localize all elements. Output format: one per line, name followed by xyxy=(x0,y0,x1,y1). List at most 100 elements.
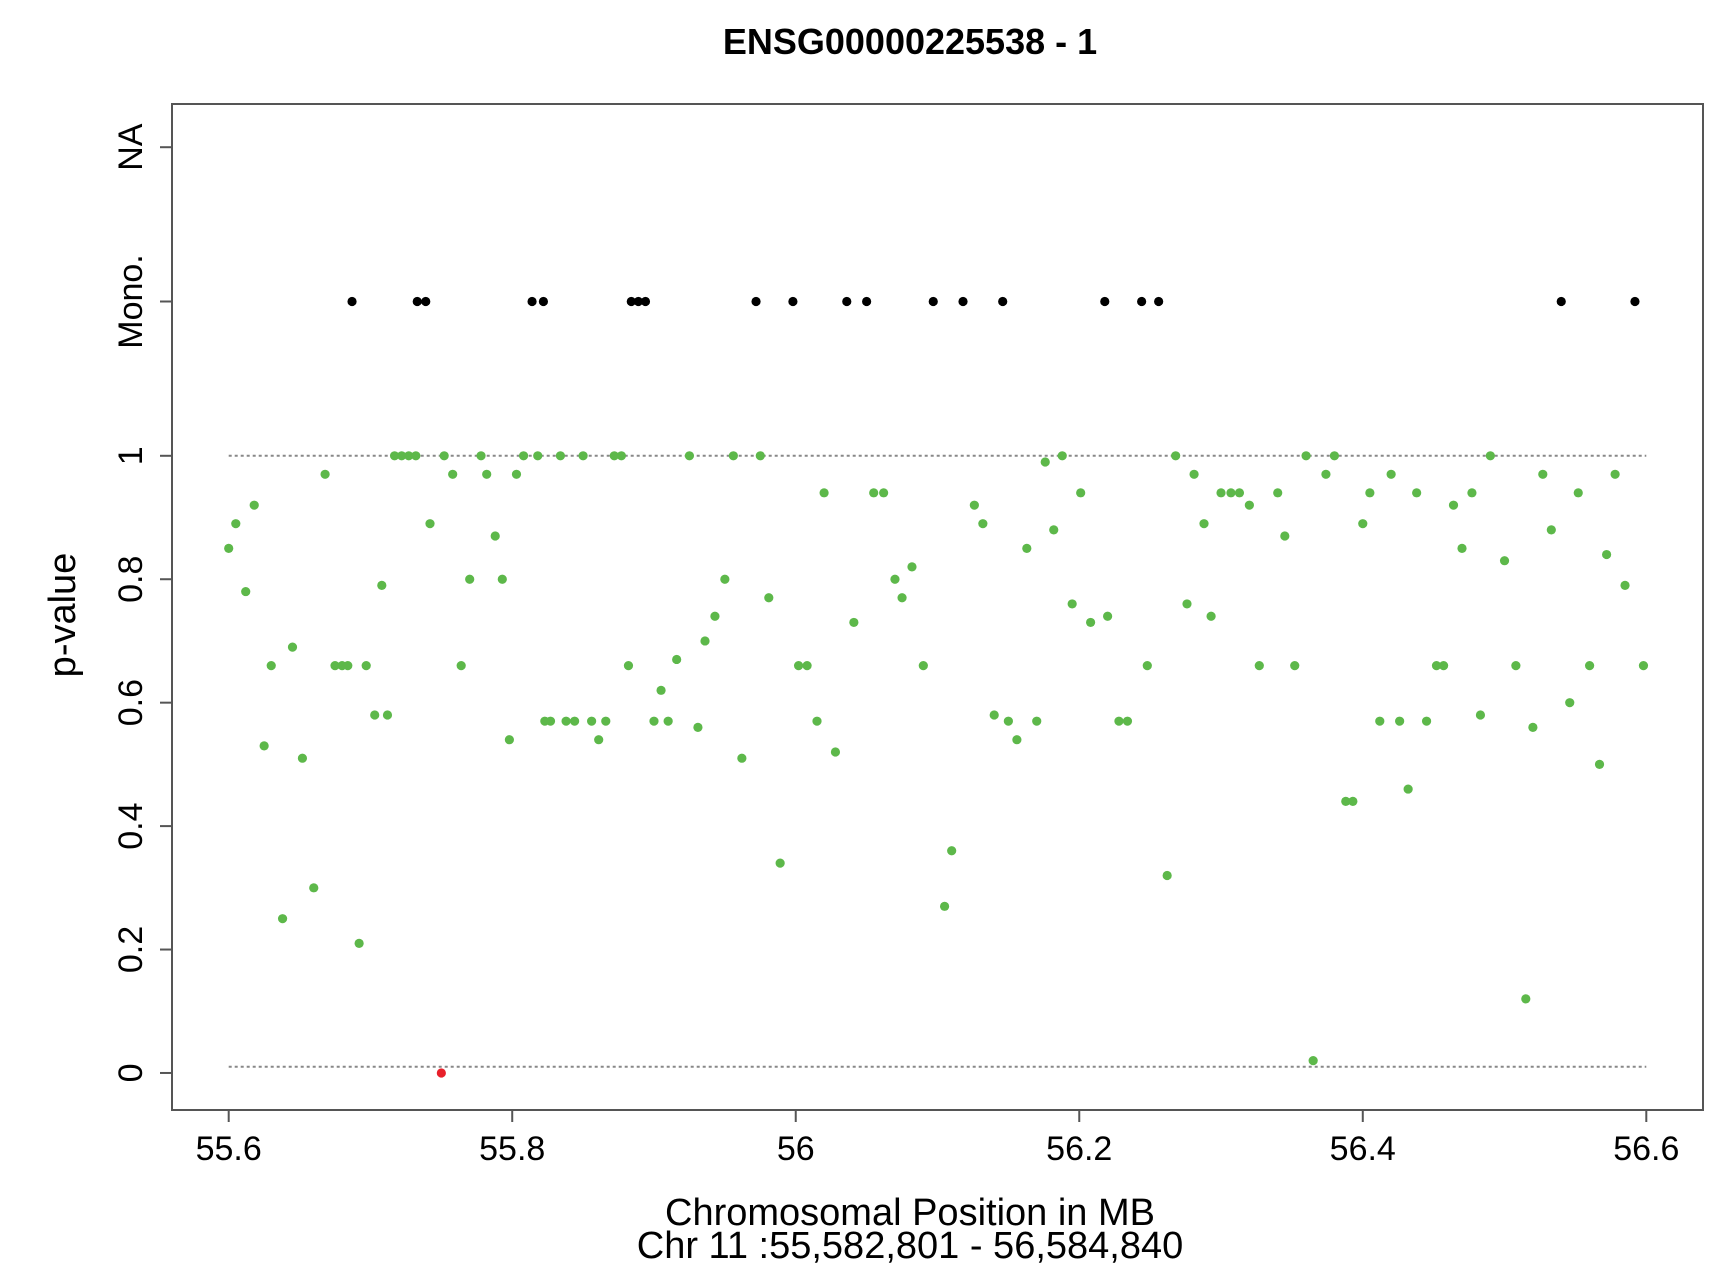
data-point xyxy=(1467,488,1477,498)
data-point xyxy=(1348,796,1358,807)
data-point xyxy=(1067,599,1077,609)
data-point xyxy=(320,469,330,479)
data-point xyxy=(775,858,785,868)
data-point xyxy=(616,451,626,461)
data-point xyxy=(609,451,619,461)
data-point xyxy=(764,593,774,603)
data-points xyxy=(224,296,1649,1078)
data-point xyxy=(476,451,486,461)
data-point xyxy=(1358,519,1368,529)
data-point xyxy=(1573,488,1583,498)
data-point xyxy=(728,451,738,461)
data-point xyxy=(1485,451,1495,461)
data-point xyxy=(1457,543,1467,553)
data-point xyxy=(231,519,241,529)
data-point xyxy=(819,488,829,498)
data-point xyxy=(830,747,841,757)
y-tick-label: NA xyxy=(112,123,150,171)
data-point xyxy=(978,519,988,529)
data-point xyxy=(1421,716,1432,726)
data-point xyxy=(411,451,421,461)
x-tick-label: 56.6 xyxy=(1613,1130,1679,1168)
data-point xyxy=(377,580,387,590)
data-point xyxy=(1162,870,1172,881)
data-point xyxy=(684,451,695,461)
data-point xyxy=(1301,451,1311,461)
data-point xyxy=(1329,451,1340,461)
x-tick-label: 55.6 xyxy=(196,1130,262,1168)
data-point xyxy=(436,1068,446,1078)
data-point xyxy=(1448,500,1459,510)
data-point xyxy=(1365,488,1375,498)
y-axis-title: p-value xyxy=(42,553,84,678)
data-point xyxy=(1142,661,1152,671)
data-point xyxy=(649,716,659,726)
data-point xyxy=(361,661,371,671)
data-point xyxy=(601,716,611,726)
data-point xyxy=(623,661,634,671)
data-point xyxy=(1438,661,1449,671)
data-point xyxy=(1199,519,1209,529)
data-point xyxy=(465,574,475,584)
data-point xyxy=(482,469,492,479)
data-point xyxy=(538,296,549,307)
data-point xyxy=(890,574,900,584)
data-point xyxy=(751,296,761,307)
plot-frame xyxy=(171,103,1704,1111)
data-point xyxy=(862,296,872,307)
data-point xyxy=(555,451,566,461)
data-point xyxy=(354,938,364,948)
x-tick-label: 56.2 xyxy=(1046,1130,1112,1168)
data-point xyxy=(518,451,529,461)
data-point xyxy=(266,661,276,671)
data-point xyxy=(640,296,651,307)
y-tick-label: 0.2 xyxy=(112,926,150,973)
data-point xyxy=(939,901,950,911)
data-point xyxy=(1521,994,1531,1004)
data-point xyxy=(1122,716,1133,726)
data-point xyxy=(1412,488,1422,498)
data-point xyxy=(1375,716,1385,726)
data-point xyxy=(1003,716,1013,726)
data-point xyxy=(802,661,812,671)
data-point xyxy=(578,451,588,461)
y-tick-label: 0.4 xyxy=(112,802,150,849)
x-tick-label: 56.4 xyxy=(1330,1130,1396,1168)
data-point xyxy=(969,500,979,510)
data-point xyxy=(1206,611,1216,621)
data-point xyxy=(1511,661,1521,671)
data-point xyxy=(425,519,435,529)
data-point xyxy=(1602,549,1612,560)
data-point xyxy=(1630,296,1640,307)
chart-title: ENSG00000225538 - 1 xyxy=(723,21,1097,62)
data-point xyxy=(633,296,643,307)
data-point xyxy=(947,846,957,856)
data-point xyxy=(755,451,765,461)
y-axis: 0 0.2 0.4 0.6 0.8 1 Mono. NA xyxy=(112,123,172,1082)
data-point xyxy=(241,586,251,597)
data-point xyxy=(1171,451,1181,461)
data-point xyxy=(1086,617,1096,628)
data-point xyxy=(412,296,422,307)
data-point xyxy=(1226,488,1236,498)
data-point xyxy=(404,451,414,461)
data-point xyxy=(897,593,907,603)
data-point xyxy=(370,710,380,720)
data-point xyxy=(1040,457,1050,467)
data-point xyxy=(1273,488,1283,498)
data-point xyxy=(1431,661,1442,671)
data-point xyxy=(1475,710,1486,720)
data-point xyxy=(1032,716,1042,726)
y-tick-label: Mono. xyxy=(112,254,150,349)
data-point xyxy=(497,574,507,584)
data-point xyxy=(626,296,636,307)
data-point xyxy=(456,661,466,671)
data-point xyxy=(309,883,319,893)
data-point xyxy=(1254,661,1264,671)
data-point xyxy=(297,753,308,763)
data-point xyxy=(1403,784,1413,794)
data-point xyxy=(1584,661,1595,671)
data-point xyxy=(397,451,407,461)
data-point xyxy=(1076,488,1086,498)
